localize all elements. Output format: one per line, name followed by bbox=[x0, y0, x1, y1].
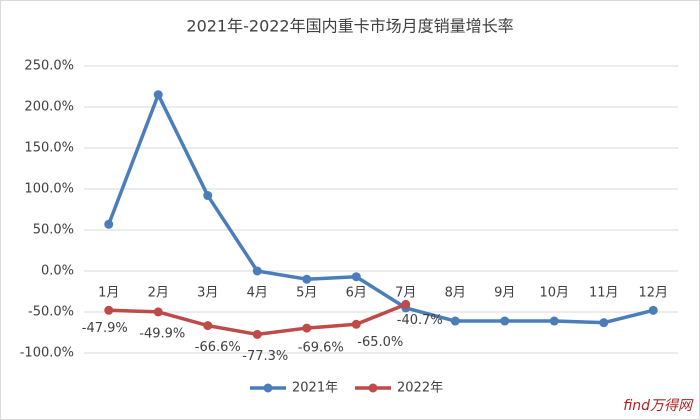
x-tick-label: 9月 bbox=[494, 286, 515, 301]
y-tick-label: -100.0% bbox=[20, 346, 74, 361]
x-tick-label: 7月 bbox=[395, 286, 416, 301]
point bbox=[351, 319, 361, 329]
x-tick-label: 10月 bbox=[539, 286, 569, 301]
data-label: -47.9% bbox=[82, 321, 128, 336]
data-label: -66.6% bbox=[195, 340, 241, 355]
data-label: -77.3% bbox=[242, 349, 288, 364]
x-tick-label: 4月 bbox=[247, 286, 268, 301]
x-tick-label: 5月 bbox=[296, 286, 317, 301]
chart-title: 2021年-2022年国内重卡市场月度销量增长率 bbox=[186, 17, 513, 36]
point bbox=[153, 90, 163, 100]
y-tick-label: 200.0% bbox=[24, 100, 74, 115]
x-tick-label: 1月 bbox=[98, 286, 119, 301]
point bbox=[401, 299, 411, 309]
legend-label: 2022年 bbox=[397, 381, 443, 396]
y-tick-label: 250.0% bbox=[24, 59, 74, 74]
watermark: find万得网 bbox=[623, 398, 694, 414]
y-tick-label: 50.0% bbox=[33, 223, 74, 238]
point bbox=[500, 316, 510, 326]
point bbox=[549, 316, 559, 326]
data-label: -49.9% bbox=[139, 326, 185, 341]
data-label: -40.7% bbox=[397, 313, 443, 328]
y-tick-label: 150.0% bbox=[24, 141, 74, 156]
data-label: -69.6% bbox=[298, 341, 344, 356]
point bbox=[648, 305, 658, 315]
y-tick-label: 0.0% bbox=[41, 264, 74, 279]
point bbox=[252, 266, 262, 276]
x-tick-label: 12月 bbox=[638, 286, 668, 301]
point bbox=[153, 307, 163, 317]
point bbox=[599, 318, 609, 328]
point bbox=[450, 316, 460, 326]
y-tick-label: -50.0% bbox=[28, 305, 74, 320]
point bbox=[104, 219, 114, 229]
x-tick-label: 6月 bbox=[346, 286, 367, 301]
x-tick-label: 2月 bbox=[148, 286, 169, 301]
legend-marker bbox=[368, 383, 378, 393]
point bbox=[203, 191, 213, 201]
data-label: -65.0% bbox=[357, 335, 403, 350]
y-tick-label: 100.0% bbox=[24, 182, 74, 197]
point bbox=[104, 305, 114, 315]
point bbox=[302, 274, 312, 284]
point bbox=[351, 272, 361, 282]
x-tick-label: 8月 bbox=[445, 286, 466, 301]
legend-marker bbox=[263, 383, 273, 393]
x-tick-label: 3月 bbox=[197, 286, 218, 301]
point bbox=[302, 323, 312, 333]
point bbox=[252, 329, 262, 339]
point bbox=[203, 321, 213, 331]
legend-label: 2021年 bbox=[292, 381, 338, 396]
series-line bbox=[107, 92, 654, 325]
x-tick-label: 11月 bbox=[589, 286, 619, 301]
